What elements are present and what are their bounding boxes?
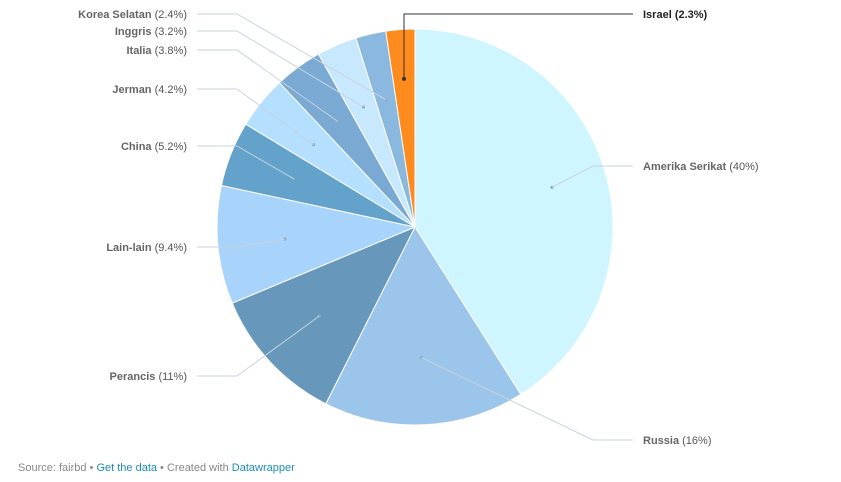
slice-label-name: Jerman [112, 84, 154, 96]
pie-slice-russia[interactable] [325, 225, 522, 426]
slice-label-name: Korea Selatan [78, 9, 154, 21]
footer-separator: • [86, 462, 97, 474]
pie-slice-lain-lain[interactable] [216, 184, 417, 304]
slice-label-name: Perancis [110, 371, 159, 383]
slice-label-name: Inggris [115, 26, 155, 38]
pie-slice-israel[interactable] [385, 28, 416, 228]
slice-label-value: (2.3%) [675, 9, 708, 21]
slice-label-name: Israel [643, 9, 675, 21]
leader-line-amerika-serikat [551, 165, 633, 188]
slice-label-italia: Italia (3.8%) [126, 45, 187, 57]
leader-line-russia [421, 357, 633, 441]
slice-label-name: Russia [643, 435, 682, 447]
pie-slice-amerika-serikat[interactable] [414, 28, 614, 396]
slices-layer [216, 28, 614, 426]
slice-label-value: (16%) [682, 435, 711, 447]
slice-label-name: Italia [126, 45, 154, 57]
slice-label-amerika-serikat: Amerika Serikat (40%) [643, 161, 759, 173]
leader-line-korea-selatan [197, 13, 387, 101]
leader-line-inggris [197, 30, 364, 108]
slice-label-name: Lain-lain [106, 242, 154, 254]
footer-separator-2: • [157, 462, 167, 474]
slice-label-value: (5.2%) [155, 141, 187, 153]
slice-label-perancis: Perancis (11%) [110, 371, 187, 383]
slice-label-name: China [121, 141, 155, 153]
source-text: Source: fairbd [18, 462, 87, 474]
slice-label-lain-lain: Lain-lain (9.4%) [106, 242, 187, 254]
leader-line-jerman [197, 88, 314, 146]
get-data-link[interactable]: Get the data [96, 462, 157, 474]
slice-label-russia: Russia (16%) [643, 435, 711, 447]
created-with-text: Created with [166, 462, 232, 474]
leader-line-israel [403, 13, 633, 79]
leader-lines-layer [197, 13, 633, 441]
chart-footer: Source: fairbd • Get the data • Created … [18, 462, 295, 474]
slice-label-value: (3.2%) [155, 26, 187, 38]
leader-line-italia [197, 49, 339, 122]
pie-slice-perancis[interactable] [231, 226, 417, 405]
slice-label-china: China (5.2%) [121, 141, 187, 153]
slice-label-inggris: Inggris (3.2%) [115, 26, 187, 38]
labels-layer: Amerika Serikat (40%) Russia (16%) Peranci… [78, 9, 758, 447]
slice-label-value: (2.4%) [155, 9, 187, 21]
leader-line-china [197, 145, 294, 180]
slice-label-value: (9.4%) [155, 242, 187, 254]
leader-line-perancis [197, 315, 320, 377]
slice-label-jerman: Jerman (4.2%) [112, 84, 187, 96]
slice-label-korea-selatan: Korea Selatan (2.4%) [78, 9, 187, 21]
slice-label-value: (40%) [729, 161, 758, 173]
slice-label-value: (11%) [158, 371, 187, 383]
slice-label-israel: Israel (2.3%) [643, 9, 708, 21]
slice-label-value: (3.8%) [155, 45, 187, 57]
slice-label-name: Amerika Serikat [643, 161, 729, 173]
leader-line-lain-lain [197, 238, 285, 248]
datawrapper-link[interactable]: Datawrapper [231, 462, 295, 474]
slice-label-value: (4.2%) [155, 84, 187, 96]
